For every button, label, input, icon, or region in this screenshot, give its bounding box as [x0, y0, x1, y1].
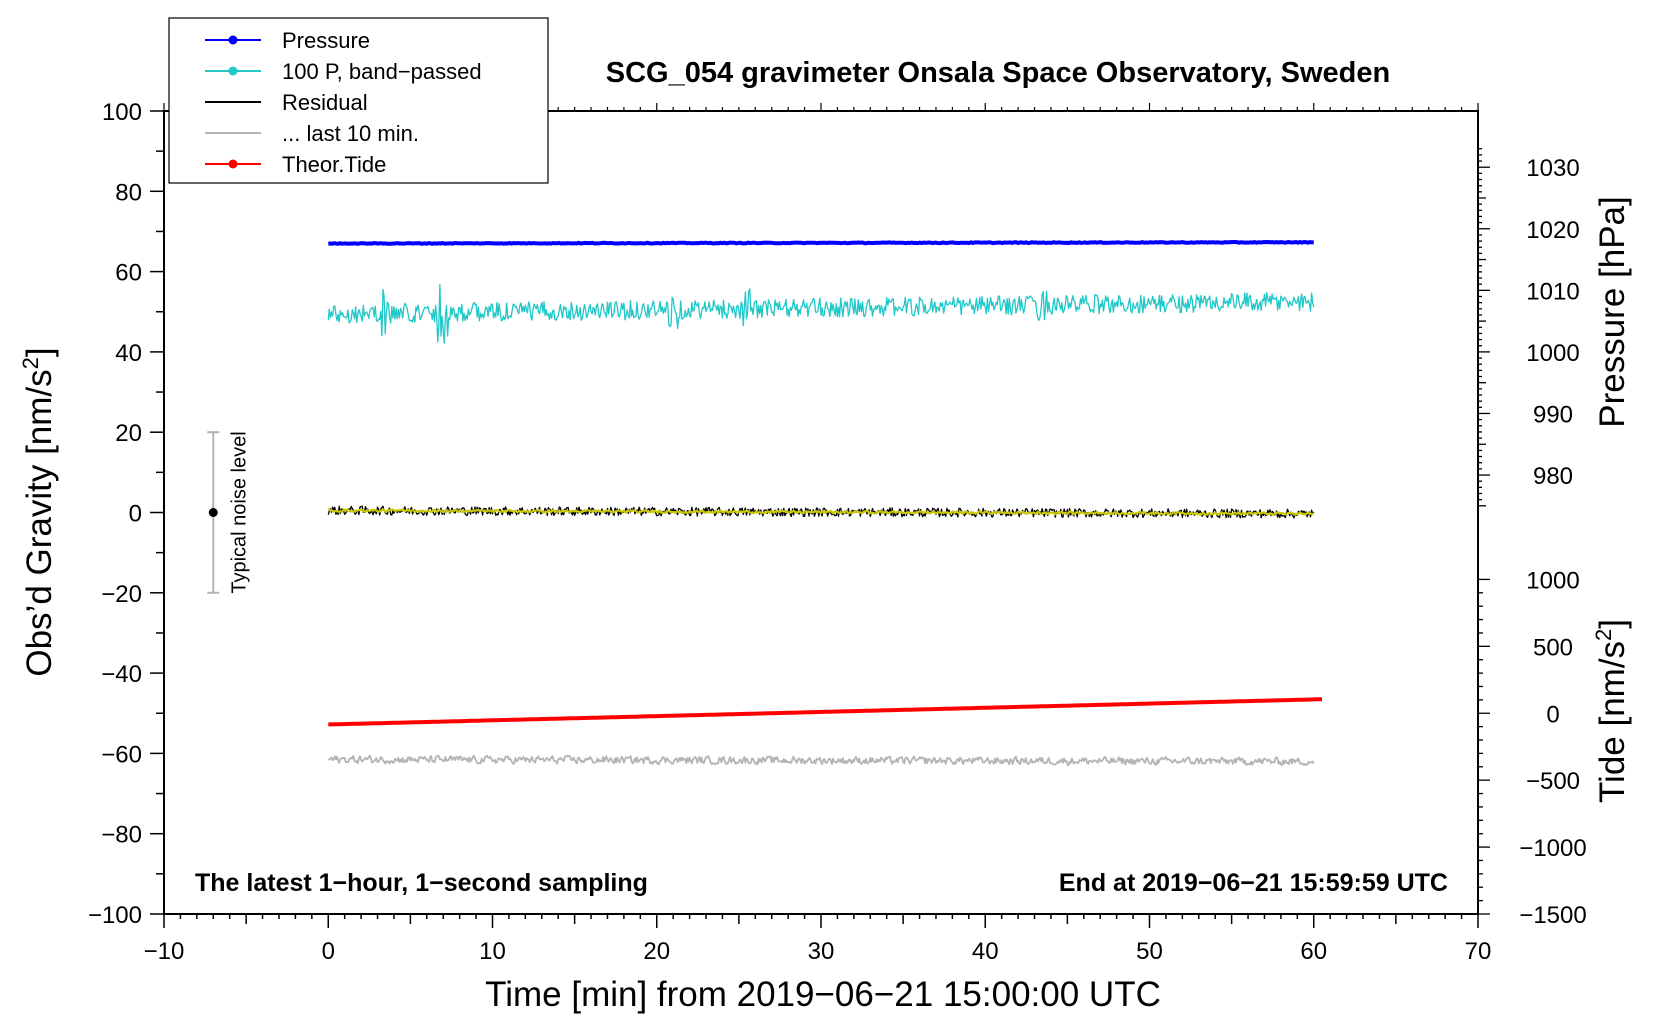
- pressure-tick-label: 980: [1533, 463, 1573, 490]
- tide-axis-label-sup: 2: [1591, 629, 1616, 641]
- noise-bar-center-dot: [208, 508, 218, 517]
- x-tick-label: 20: [643, 938, 670, 965]
- legend-marker: [228, 159, 238, 169]
- y-tick-label: −80: [101, 822, 142, 849]
- tide-axis-label: Tide [nm/s2]: [1591, 619, 1632, 803]
- noise-bar-label: Typical noise level: [228, 431, 250, 593]
- noise-bar: Typical noise level: [207, 431, 250, 594]
- pressure-tick-label: 1030: [1526, 155, 1579, 182]
- tide-axis: −1500 −1000 −500 0 500 1000: [1478, 567, 1587, 929]
- x-tick-label: 50: [1136, 938, 1163, 965]
- y-tick-label: 100: [102, 99, 142, 126]
- y-axis-label-end: ]: [20, 347, 59, 357]
- tide-tick-label: −1000: [1519, 835, 1586, 862]
- y-tick-label: −20: [101, 581, 142, 608]
- legend-label: Pressure: [282, 28, 370, 53]
- legend-marker: [228, 35, 238, 45]
- x-tick-label: 40: [972, 938, 999, 965]
- y-tick-label: 20: [115, 420, 142, 447]
- x-tick-label: −10: [144, 938, 185, 965]
- pressure-axis-label: Pressure [hPa]: [1593, 196, 1632, 428]
- tide-tick-label: 500: [1533, 634, 1573, 661]
- y-axis-label: Obs’d Gravity [nm/s2]: [18, 347, 59, 676]
- y-tick-label: 0: [129, 501, 142, 528]
- tide-axis-label-end: ]: [1593, 619, 1632, 629]
- series-pressure: [328, 240, 1314, 246]
- legend-label: 100 P, band−passed: [282, 59, 482, 84]
- x-tick-label: 10: [479, 938, 506, 965]
- pressure-tick-label: 1000: [1526, 340, 1579, 367]
- legend-marker: [228, 66, 238, 76]
- tide-axis-label-main: Tide [nm/s: [1593, 641, 1632, 803]
- legend-label: Theor.Tide: [282, 152, 386, 177]
- pressure-tick-label: 1010: [1526, 278, 1579, 305]
- series-layer: [327, 240, 1322, 767]
- annotation-right: End at 2019−06−21 15:59:59 UTC: [1059, 869, 1448, 897]
- y-tick-label: 40: [115, 340, 142, 367]
- x-tick-label: 60: [1300, 938, 1327, 965]
- tide-tick-label: 0: [1546, 701, 1559, 728]
- chart-title: SCG_054 gravimeter Onsala Space Observat…: [606, 57, 1390, 89]
- series-residual-smoothed: [328, 508, 1314, 516]
- annotation-left: The latest 1−hour, 1−second sampling: [195, 869, 648, 897]
- series-100-p-band-passed: [327, 283, 1315, 344]
- y-axis-label-sup: 2: [18, 357, 43, 369]
- tide-tick-label: 1000: [1526, 567, 1579, 594]
- y-axis-label-main: Obs’d Gravity [nm/s: [20, 369, 59, 676]
- pressure-axis: 980 990 1000 1010 1020 1030: [1477, 111, 1580, 507]
- x-axis-label: Time [min] from 2019−06−21 15:00:00 UTC: [485, 975, 1161, 1014]
- legend-label: ... last 10 min.: [282, 121, 419, 146]
- legend: Pressure 100 P, band−passed Residual ... la…: [168, 17, 549, 184]
- x-tick-label: 70: [1465, 938, 1492, 965]
- x-axis: −10 0 10 20 30 40 50 60 70: [144, 103, 1492, 965]
- series-last-10-min: [327, 754, 1315, 767]
- tide-tick-label: −1500: [1519, 902, 1586, 929]
- y-axis: −100 −80 −60 −40 −20 0 20 40 60 80 100: [88, 99, 164, 929]
- legend-label: Residual: [282, 90, 368, 115]
- y-tick-label: −60: [101, 741, 142, 768]
- legend-box: [168, 17, 549, 184]
- x-tick-label: 0: [322, 938, 335, 965]
- pressure-tick-label: 1020: [1526, 217, 1579, 244]
- pressure-tick-label: 990: [1533, 401, 1573, 428]
- y-tick-label: 80: [115, 179, 142, 206]
- tide-tick-label: −500: [1526, 768, 1580, 795]
- y-tick-label: −40: [101, 661, 142, 688]
- x-tick-label: 30: [808, 938, 835, 965]
- y-tick-label: 60: [115, 260, 142, 287]
- series-theor-tide: [328, 697, 1322, 727]
- y-tick-label: −100: [88, 902, 142, 929]
